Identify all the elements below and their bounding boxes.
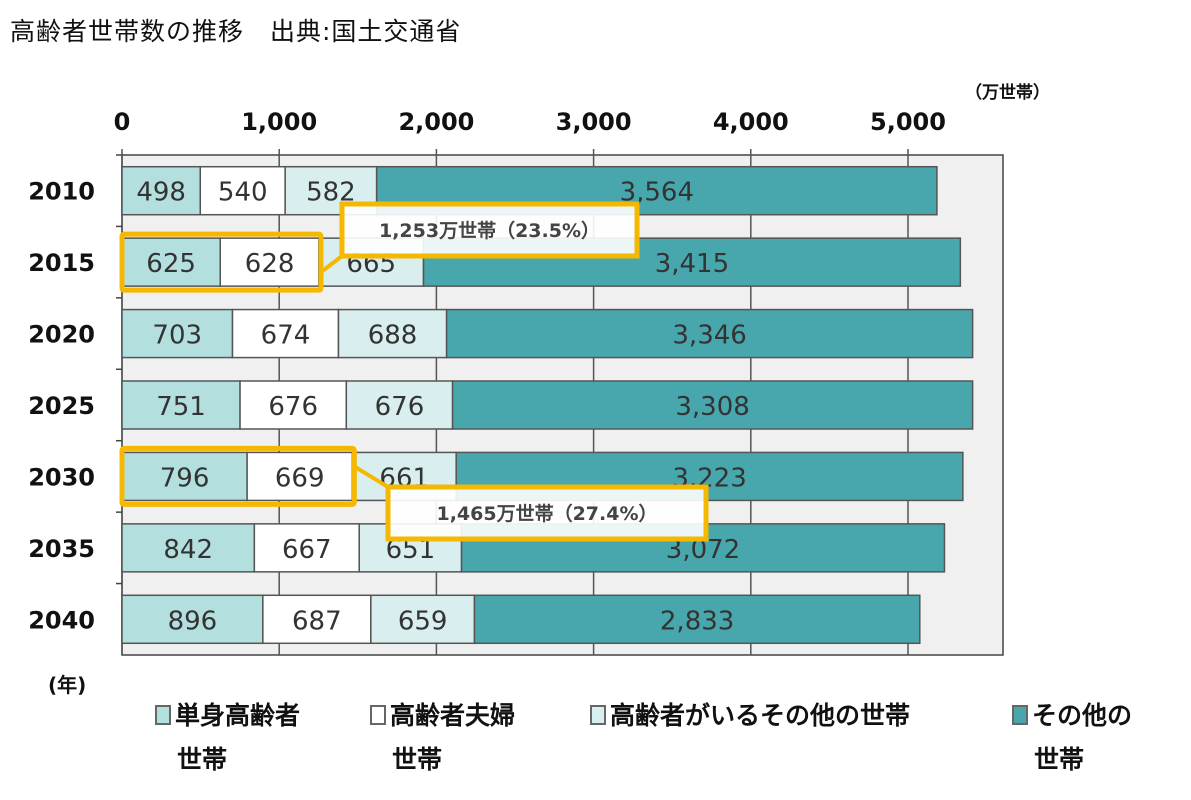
data-label: 3,308 xyxy=(675,392,749,422)
callout-text: 1,465万世帯（27.4%） xyxy=(436,502,657,525)
legend-swatch xyxy=(590,705,606,725)
x-tick-label: 4,000 xyxy=(713,108,789,136)
legend-label: 世帯 xyxy=(392,745,443,774)
data-label: 688 xyxy=(368,321,418,351)
y-tick-label: 2025 xyxy=(28,392,95,420)
data-label: 676 xyxy=(268,392,318,422)
bar-segment xyxy=(121,594,264,645)
legend-label: 高齢者夫婦 xyxy=(390,701,516,730)
legend-swatch xyxy=(1012,705,1028,725)
data-label: 498 xyxy=(136,178,186,208)
data-label: 667 xyxy=(282,535,332,565)
y-tick-label: 2040 xyxy=(28,606,95,634)
y-tick-label: 2010 xyxy=(28,178,95,206)
data-label: 796 xyxy=(160,463,210,493)
x-tick-label: 5,000 xyxy=(870,108,946,136)
data-label: 3,415 xyxy=(655,249,729,279)
data-label: 625 xyxy=(146,249,196,279)
bar-segment xyxy=(473,594,921,645)
bar-segment xyxy=(253,523,360,573)
bar-segment xyxy=(231,308,340,359)
legend-label: 世帯 xyxy=(177,745,228,774)
legend-label: その他の xyxy=(1032,701,1133,730)
callout-box xyxy=(385,484,709,542)
legend-label: 世帯 xyxy=(1034,745,1085,774)
callout-line xyxy=(353,464,390,489)
bar-segment xyxy=(337,308,448,359)
legend-label: 単身高齢者 xyxy=(175,701,301,730)
bar-segment xyxy=(121,523,256,573)
unit-label: （万世帯） xyxy=(965,82,1050,103)
data-label: 703 xyxy=(152,321,202,351)
bar-segment xyxy=(121,308,234,359)
data-label: 3,346 xyxy=(672,321,746,351)
y-tick-label: 2030 xyxy=(28,463,95,491)
bar-segment xyxy=(451,380,974,430)
legend-item: 高齢者夫婦 世帯 xyxy=(370,694,515,782)
bar-segment xyxy=(121,165,202,216)
x-tick-label: 1,000 xyxy=(241,108,317,136)
x-tick-label: 2,000 xyxy=(398,108,474,136)
callout-box xyxy=(339,201,640,259)
highlight-box xyxy=(119,445,357,507)
data-label: 540 xyxy=(218,178,268,208)
legend-label: 高齢者がいるその他の世帯 xyxy=(610,701,911,730)
bar-segment xyxy=(445,308,974,359)
data-label: 659 xyxy=(398,606,448,636)
callout-text: 1,253万世帯（23.5%） xyxy=(379,219,600,242)
bar-segment xyxy=(239,380,348,430)
data-label: 896 xyxy=(168,606,218,636)
bar-segment xyxy=(262,594,372,645)
y-tick-label: 2035 xyxy=(28,535,95,563)
bar-segment xyxy=(199,165,286,216)
y-axis-label: (年) xyxy=(48,673,86,697)
legend-item: その他の 世帯 xyxy=(1012,694,1132,782)
data-label: 628 xyxy=(245,249,295,279)
bar-segment xyxy=(284,165,378,216)
bar-segment xyxy=(345,380,454,430)
bar-segment xyxy=(219,237,320,287)
bar-segment xyxy=(121,237,221,287)
data-label: 674 xyxy=(261,321,311,351)
callout-line xyxy=(319,254,344,274)
legend-swatch xyxy=(155,705,171,725)
legend-swatch xyxy=(370,705,386,725)
data-label: 842 xyxy=(163,535,213,565)
legend-item: 高齢者がいるその他の世帯 xyxy=(590,694,910,738)
x-tick-label: 3,000 xyxy=(556,108,632,136)
bar-segment xyxy=(121,451,248,502)
y-tick-label: 2020 xyxy=(28,321,95,349)
x-tick-label: 0 xyxy=(114,108,131,136)
bar-segment xyxy=(370,594,476,645)
bar-segment xyxy=(121,380,241,430)
data-label: 2,833 xyxy=(660,606,734,636)
data-label: 687 xyxy=(292,606,342,636)
chart-title: 高齢者世帯数の推移 出典:国土交通省 xyxy=(10,17,462,46)
data-label: 669 xyxy=(275,463,325,493)
highlight-box xyxy=(119,231,324,293)
legend-item: 単身高齢者 世帯 xyxy=(155,694,300,782)
y-tick-label: 2015 xyxy=(28,249,95,277)
data-label: 676 xyxy=(375,392,425,422)
data-label: 751 xyxy=(156,392,206,422)
